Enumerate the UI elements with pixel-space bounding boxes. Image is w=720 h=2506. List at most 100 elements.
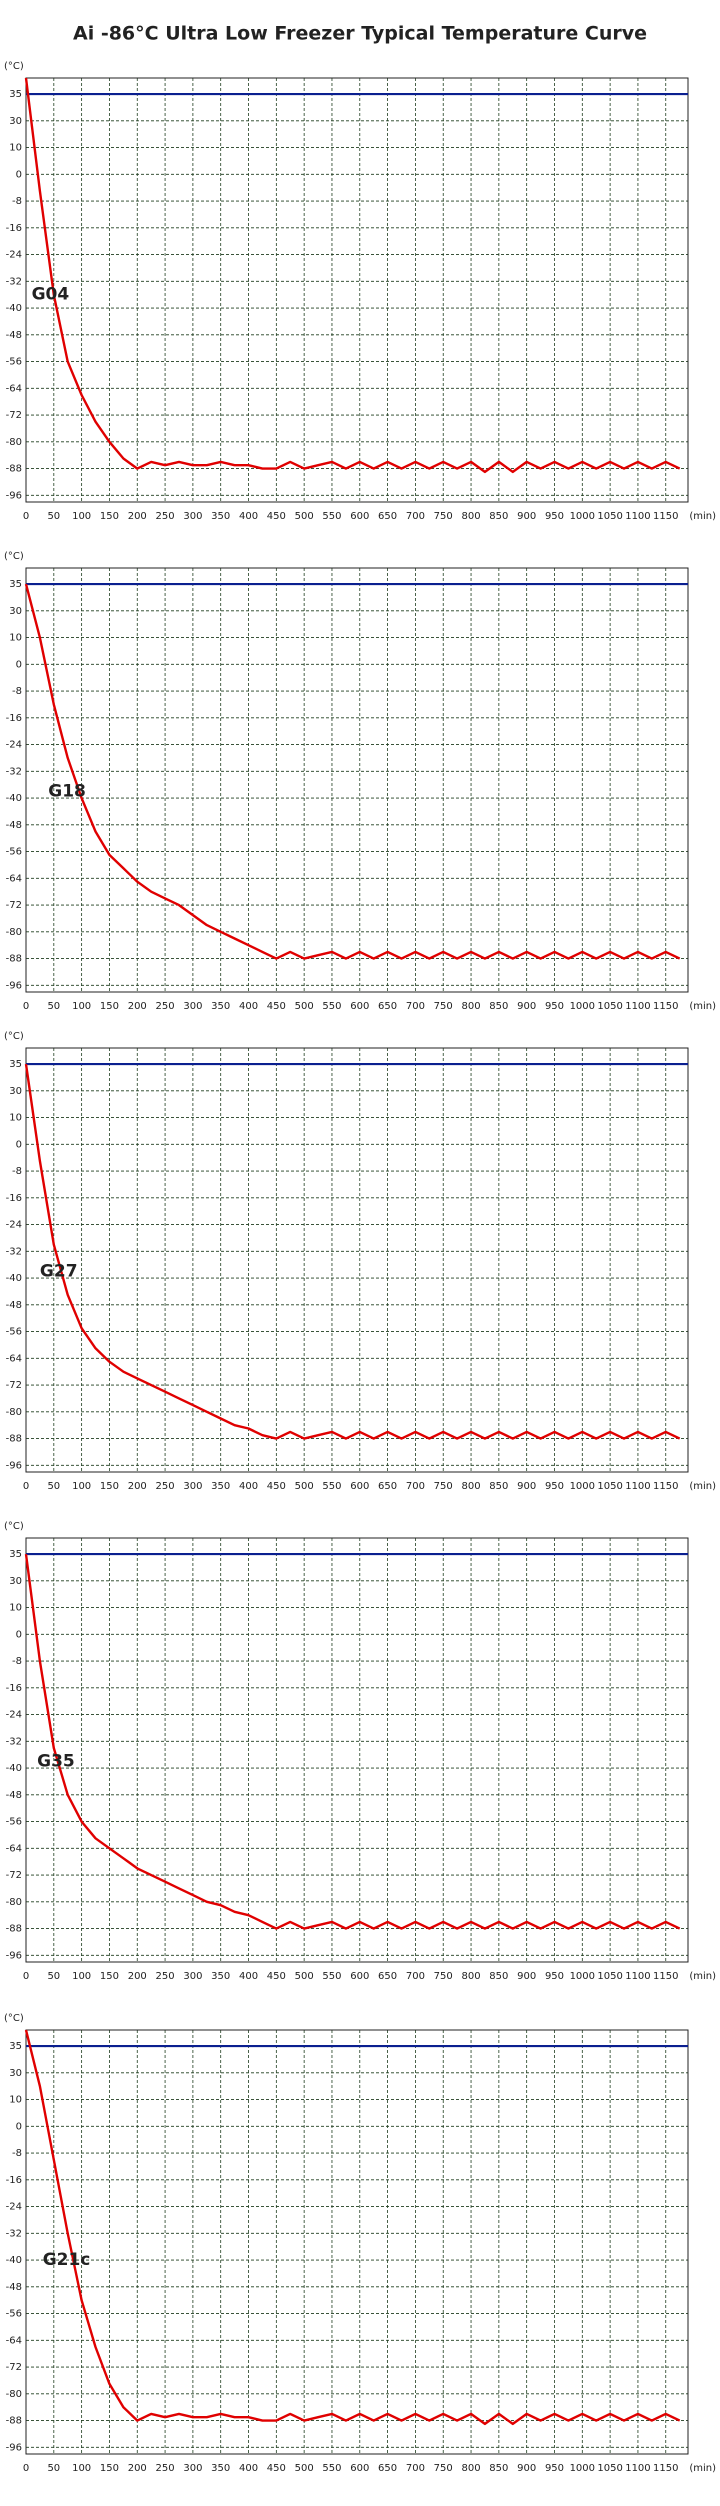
y-tick-label: -96 [6,980,22,991]
x-tick-label: 1150 [653,2463,678,2474]
y-tick-label: -72 [6,1870,22,1881]
y-tick-label: -88 [6,2416,22,2427]
x-tick-label: 50 [47,1971,60,1982]
x-tick-label: 100 [72,1481,91,1492]
x-tick-label: 900 [517,1971,536,1982]
y-tick-label: 30 [9,1086,22,1097]
x-tick-label: 200 [128,2463,147,2474]
x-tick-label: 850 [489,2463,508,2474]
x-tick-label: 1000 [570,511,595,522]
x-tick-label: 1000 [570,1971,595,1982]
y-tick-label: -8 [12,1656,22,1667]
y-tick-label: -88 [6,464,22,475]
y-tick-label: -32 [6,766,22,777]
y-unit: (°C) [4,551,24,562]
y-tick-label: -32 [6,1736,22,1747]
y-tick-label: 10 [9,1113,22,1124]
x-tick-label: 600 [350,2463,369,2474]
y-tick-label: -80 [6,927,22,938]
x-tick-label: 750 [434,1001,453,1012]
x-tick-label: 50 [47,2463,60,2474]
y-tick-label: -56 [6,357,22,368]
y-tick-label: -8 [12,196,22,207]
x-tick-label: 150 [100,1971,119,1982]
y-tick-label: -24 [6,1710,22,1721]
x-tick-label: 1150 [653,511,678,522]
x-tick-label: 500 [295,1481,314,1492]
x-tick-label: 750 [434,511,453,522]
x-tick-label: 400 [239,1001,258,1012]
y-tick-label: -24 [6,250,22,261]
y-tick-label: -72 [6,900,22,911]
x-tick-label: 1000 [570,2463,595,2474]
x-tick-label: 300 [183,511,202,522]
x-tick-label: 550 [322,1001,341,1012]
y-tick-label: -32 [6,1246,22,1257]
x-tick-label: 450 [267,1971,286,1982]
y-tick-label: 0 [16,659,22,670]
y-tick-label: 10 [9,143,22,154]
y-tick-label: -72 [6,410,22,421]
plot-frame [25,77,689,503]
x-tick-label: 50 [47,511,60,522]
x-tick-label: 0 [23,1481,29,1492]
x-tick-label: 350 [211,1971,230,1982]
x-tick-label: 650 [378,1971,397,1982]
x-tick-label: 550 [322,511,341,522]
x-tick-label: 150 [100,1481,119,1492]
x-tick-label: 100 [72,1001,91,1012]
y-tick-label: -48 [6,820,22,831]
x-tick-label: 950 [545,2463,564,2474]
x-tick-label: 50 [47,1001,60,1012]
x-tick-label: 300 [183,1481,202,1492]
y-tick-label: -56 [6,1817,22,1828]
y-tick-label: -40 [6,303,22,314]
x-tick-label: 550 [322,2463,341,2474]
x-tick-label: 400 [239,2463,258,2474]
x-tick-label: 800 [461,1971,480,1982]
x-tick-label: 1150 [653,1481,678,1492]
x-tick-label: 800 [461,1001,480,1012]
temperature-curve [24,1553,681,1930]
y-tick-label: 35 [9,1549,22,1560]
y-tick-label: 35 [9,2041,22,2052]
x-tick-label: 600 [350,511,369,522]
temperature-curve [24,1063,681,1440]
y-tick-label: -96 [6,2442,22,2453]
x-tick-label: 1050 [597,2463,622,2474]
x-tick-label: 150 [100,511,119,522]
x-tick-label: 900 [517,511,536,522]
y-tick-label: -8 [12,2148,22,2159]
y-tick-label: -80 [6,1407,22,1418]
x-tick-label: 850 [489,1971,508,1982]
x-tick-label: 600 [350,1971,369,1982]
x-tick-label: 500 [295,1971,314,1982]
y-unit: (°C) [4,1521,24,1532]
x-tick-label: 100 [72,2463,91,2474]
y-tick-label: -80 [6,2389,22,2400]
y-tick-label: 0 [16,2121,22,2132]
x-unit: (min) [689,1971,716,1982]
x-tick-label: 500 [295,511,314,522]
x-tick-label: 900 [517,2463,536,2474]
plot-frame [25,1047,689,1473]
y-tick-label: -16 [6,1683,22,1694]
x-tick-label: 850 [489,1001,508,1012]
x-tick-label: 50 [47,1481,60,1492]
x-tick-label: 1050 [597,1971,622,1982]
x-tick-label: 400 [239,1971,258,1982]
x-tick-label: 150 [100,2463,119,2474]
y-tick-label: -24 [6,740,22,751]
x-tick-label: 650 [378,1001,397,1012]
x-tick-label: 450 [267,1481,286,1492]
x-tick-label: 250 [156,1481,175,1492]
x-tick-label: 650 [378,1481,397,1492]
x-tick-label: 200 [128,1971,147,1982]
y-tick-label: 0 [16,1629,22,1640]
x-tick-label: 600 [350,1481,369,1492]
y-tick-label: -64 [6,383,22,394]
x-tick-label: 400 [239,511,258,522]
plot-frame [25,2029,689,2455]
y-tick-label: -40 [6,1763,22,1774]
